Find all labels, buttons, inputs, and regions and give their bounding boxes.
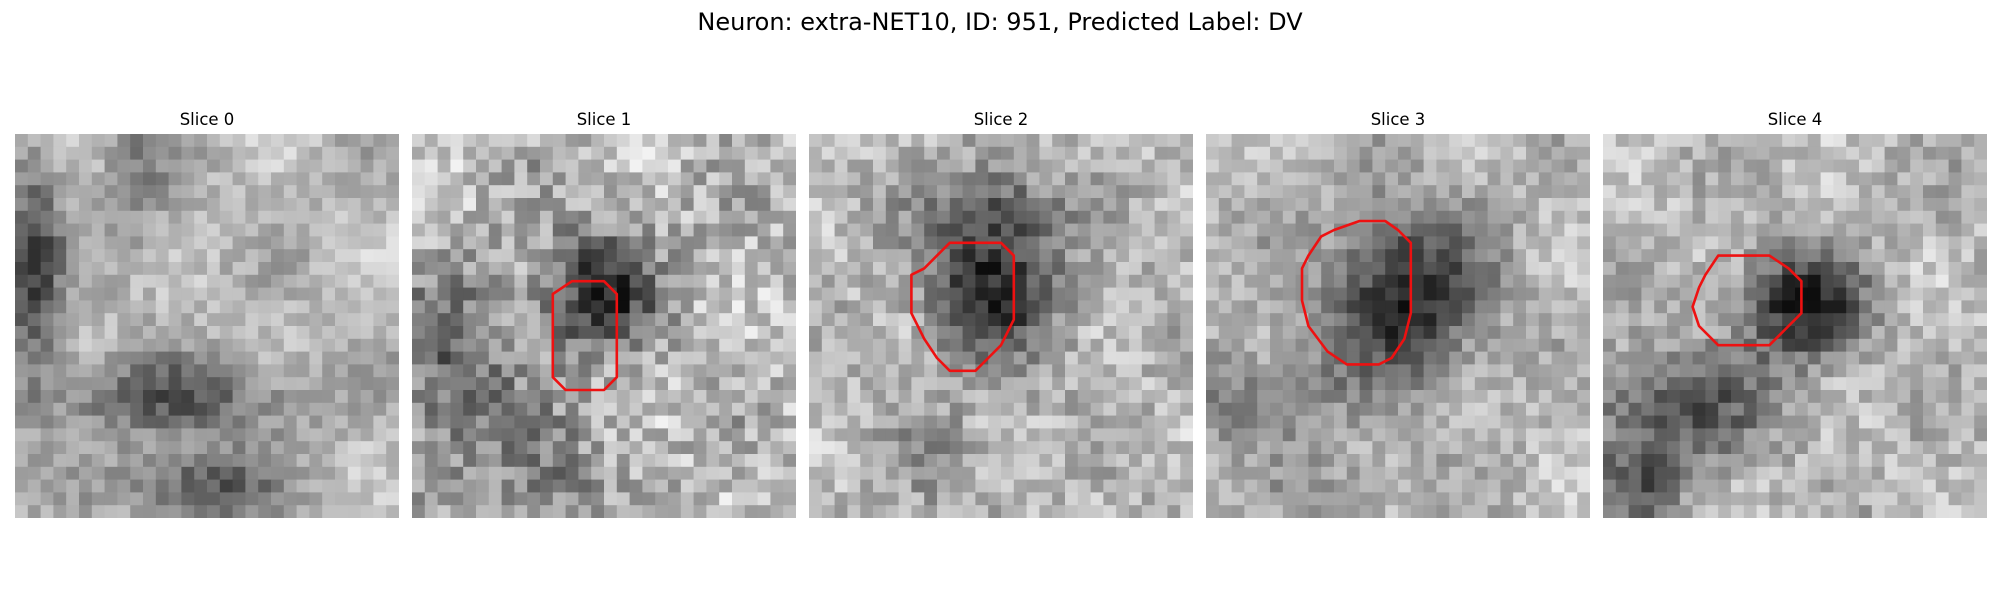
slice-image-4	[1603, 134, 1987, 518]
slice-title: Slice 2	[973, 110, 1029, 129]
slice-image-1	[412, 134, 796, 518]
slice-image-0	[15, 134, 399, 518]
slice-image-3	[1206, 134, 1590, 518]
roi-contour	[1691, 254, 1803, 347]
roi-contour	[551, 279, 619, 392]
slice-image-2	[809, 134, 1193, 518]
roi-contour	[1300, 219, 1413, 366]
slice-title: Slice 1	[576, 110, 632, 129]
figure-title: Neuron: extra-NET10, ID: 951, Predicted …	[697, 8, 1303, 36]
slice-title: Slice 0	[179, 110, 235, 129]
slice-title: Slice 3	[1370, 110, 1426, 129]
slice-title: Slice 4	[1767, 110, 1823, 129]
roi-contour	[910, 241, 1016, 373]
